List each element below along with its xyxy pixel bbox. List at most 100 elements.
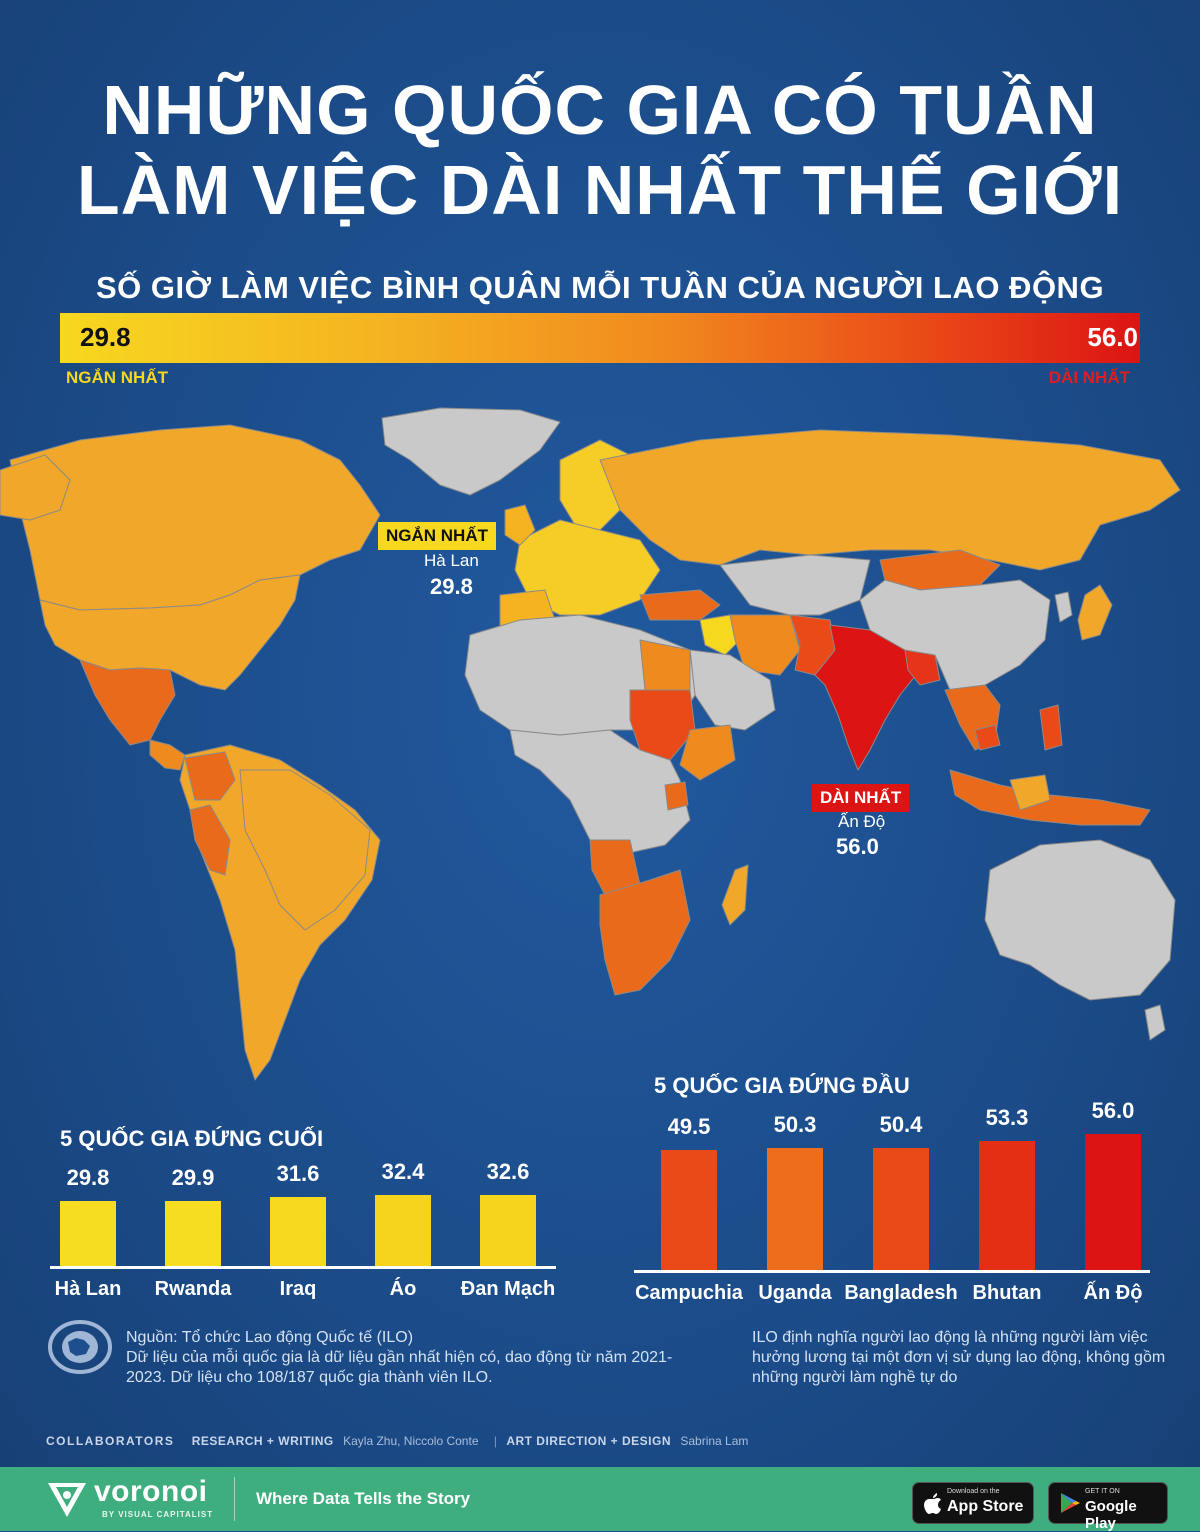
map-central-asia: [719, 554, 871, 616]
research-names: Kayla Zhu, Niccolo Conte: [343, 1434, 479, 1448]
shortest-callout-country: Hà Lan: [424, 551, 479, 570]
bottom5-bar-label: Hà Lan: [54, 1278, 122, 1300]
top5-bar-label: Bhutan: [972, 1282, 1042, 1304]
google-play-label: Google Play: [1085, 1498, 1137, 1532]
top5-bar-value: 50.4: [879, 1111, 923, 1137]
top5-title: 5 QUỐC GIA ĐỨNG ĐẦU: [654, 1073, 910, 1098]
top5-bar-value: 56.0: [1091, 1098, 1135, 1123]
top5-bar: [873, 1147, 929, 1270]
shortest-callout-value: 29.8: [430, 574, 473, 599]
map-philippines: [1039, 704, 1063, 751]
title-line-1: NHỮNG QUỐC GIA CÓ TUẦN: [102, 71, 1098, 149]
brand-subtitle: BY VISUAL CAPITALIST: [102, 1510, 214, 1519]
top5-bar-label: Campuchia: [635, 1282, 743, 1304]
footer-divider: [234, 1477, 235, 1521]
map-cambodia: [974, 724, 1001, 751]
bottom5-bar: [480, 1194, 536, 1266]
top5-bar: [767, 1147, 823, 1270]
bottom5-bar-value: 29.9: [171, 1164, 215, 1190]
google-play-small: GET IT ON: [1085, 1488, 1120, 1495]
top5-bar-value: 53.3: [985, 1104, 1029, 1130]
bottom5-bar: [165, 1200, 221, 1266]
longest-callout-country: Ấn Độ: [838, 812, 886, 831]
bottom5-bar-label: Rwanda: [154, 1278, 232, 1300]
bottom5-bar-value: 29.8: [66, 1165, 110, 1191]
app-store-label: App Store: [947, 1498, 1024, 1515]
legend-max-label: DÀI NHẤT: [1048, 368, 1130, 387]
bottom5-bar-value: 31.6: [276, 1161, 320, 1187]
title-line-2: LÀM VIỆC DÀI NHẤT THẾ GIỚI: [76, 151, 1124, 229]
longest-callout-tag: DÀI NHẤT: [812, 784, 910, 812]
map-new-zealand: [1144, 1004, 1166, 1041]
map-borneo: [1009, 774, 1051, 811]
color-scale-legend: [60, 313, 1140, 363]
map-greenland: [381, 407, 561, 496]
legend-min-label: NGẮN NHẤT: [66, 368, 168, 387]
collaborators-line: COLLABORATORS RESEARCH + WRITING Kayla Z…: [46, 1434, 748, 1448]
bottom5-bar: [375, 1195, 431, 1266]
map-uganda: [664, 781, 689, 811]
collab-separator: |: [493, 1434, 497, 1448]
app-store-button[interactable]: Download on the App Store: [912, 1482, 1034, 1524]
map-madagascar: [721, 864, 749, 926]
top5-bar-label: Uganda: [758, 1282, 832, 1304]
design-role: ART DIRECTION + DESIGN: [506, 1434, 671, 1448]
source-globe-icon: [48, 1320, 112, 1374]
top5-bar: [979, 1140, 1035, 1270]
map-japan: [1077, 584, 1113, 641]
bottom5-title: 5 QUỐC GIA ĐỨNG CUỐI: [60, 1126, 324, 1151]
top5-bar-label: Bangladesh: [844, 1282, 958, 1304]
bottom5-bar-value: 32.4: [381, 1159, 425, 1185]
map-turkey: [639, 589, 721, 621]
bottom5-baseline: [50, 1266, 556, 1269]
design-names: Sabrina Lam: [680, 1434, 749, 1448]
top5-baseline: [634, 1270, 1150, 1273]
map-alaska: [0, 454, 71, 521]
page-title: NHỮNG QUỐC GIA CÓ TUẦN LÀM VIỆC DÀI NHẤT…: [0, 70, 1200, 230]
world-map: [0, 407, 1181, 1081]
map-africa-south: [599, 869, 691, 996]
map-africa-central: [509, 729, 691, 856]
map-western-europe: [514, 519, 661, 616]
top5-bar: [1085, 1134, 1141, 1270]
footer: voronoi BY VISUAL CAPITALIST Where Data …: [0, 1467, 1200, 1532]
map-australia: [984, 839, 1176, 1001]
top5-bar-value: 50.3: [773, 1111, 817, 1137]
map-korea: [1054, 591, 1073, 623]
brand-name[interactable]: voronoi: [94, 1475, 208, 1508]
google-play-button[interactable]: GET IT ON Google Play: [1048, 1482, 1168, 1532]
top5-bar-label: Ấn Độ: [1083, 1282, 1143, 1304]
map-russia: [599, 429, 1181, 571]
legend-max-value: 56.0: [1087, 322, 1138, 352]
voronoi-logo-icon[interactable]: [46, 1477, 88, 1521]
collaborators-label: COLLABORATORS: [46, 1434, 175, 1448]
map-central-america: [149, 739, 186, 771]
research-role: RESEARCH + WRITING: [191, 1434, 334, 1448]
definition-note: ILO định nghĩa người lao động là những n…: [752, 1329, 1166, 1386]
map-iraq: [699, 614, 741, 656]
map-peru: [189, 804, 231, 876]
map-arabia: [689, 649, 776, 731]
shortest-callout-tag: NGẮN NHẤT: [378, 522, 496, 550]
bottom5-bar-label: Áo: [389, 1278, 417, 1300]
map-ethiopia: [679, 724, 736, 781]
bottom5-bar: [60, 1201, 116, 1266]
map-canada: [9, 424, 381, 611]
bottom5-bar: [270, 1197, 326, 1266]
google-play-icon: [1061, 1493, 1080, 1513]
map-brazil: [239, 769, 371, 931]
apple-icon: [924, 1493, 941, 1514]
source-block: Nguồn: Tổ chức Lao động Quốc tế (ILO) Dữ…: [126, 1328, 686, 1388]
legend-min-value: 29.8: [80, 322, 131, 352]
map-mexico: [79, 659, 176, 746]
top5-bar-value: 49.5: [667, 1113, 711, 1139]
footer-tagline: Where Data Tells the Story: [256, 1489, 471, 1508]
bottom5-bar-label: Iraq: [279, 1278, 317, 1300]
top5-bar: [661, 1149, 717, 1270]
source-line-2: Dữ liệu của mỗi quốc gia là dữ liệu gần …: [126, 1349, 673, 1386]
bottom5-bar-value: 32.6: [486, 1158, 530, 1184]
bottom5-bar-label: Đan Mạch: [460, 1278, 556, 1300]
source-line-1: Nguồn: Tổ chức Lao động Quốc tế (ILO): [126, 1329, 414, 1346]
map-uk: [504, 504, 536, 546]
legend-subtitle: SỐ GIỜ LÀM VIỆC BÌNH QUÂN MỖI TUẦN CỦA N…: [95, 270, 1105, 305]
